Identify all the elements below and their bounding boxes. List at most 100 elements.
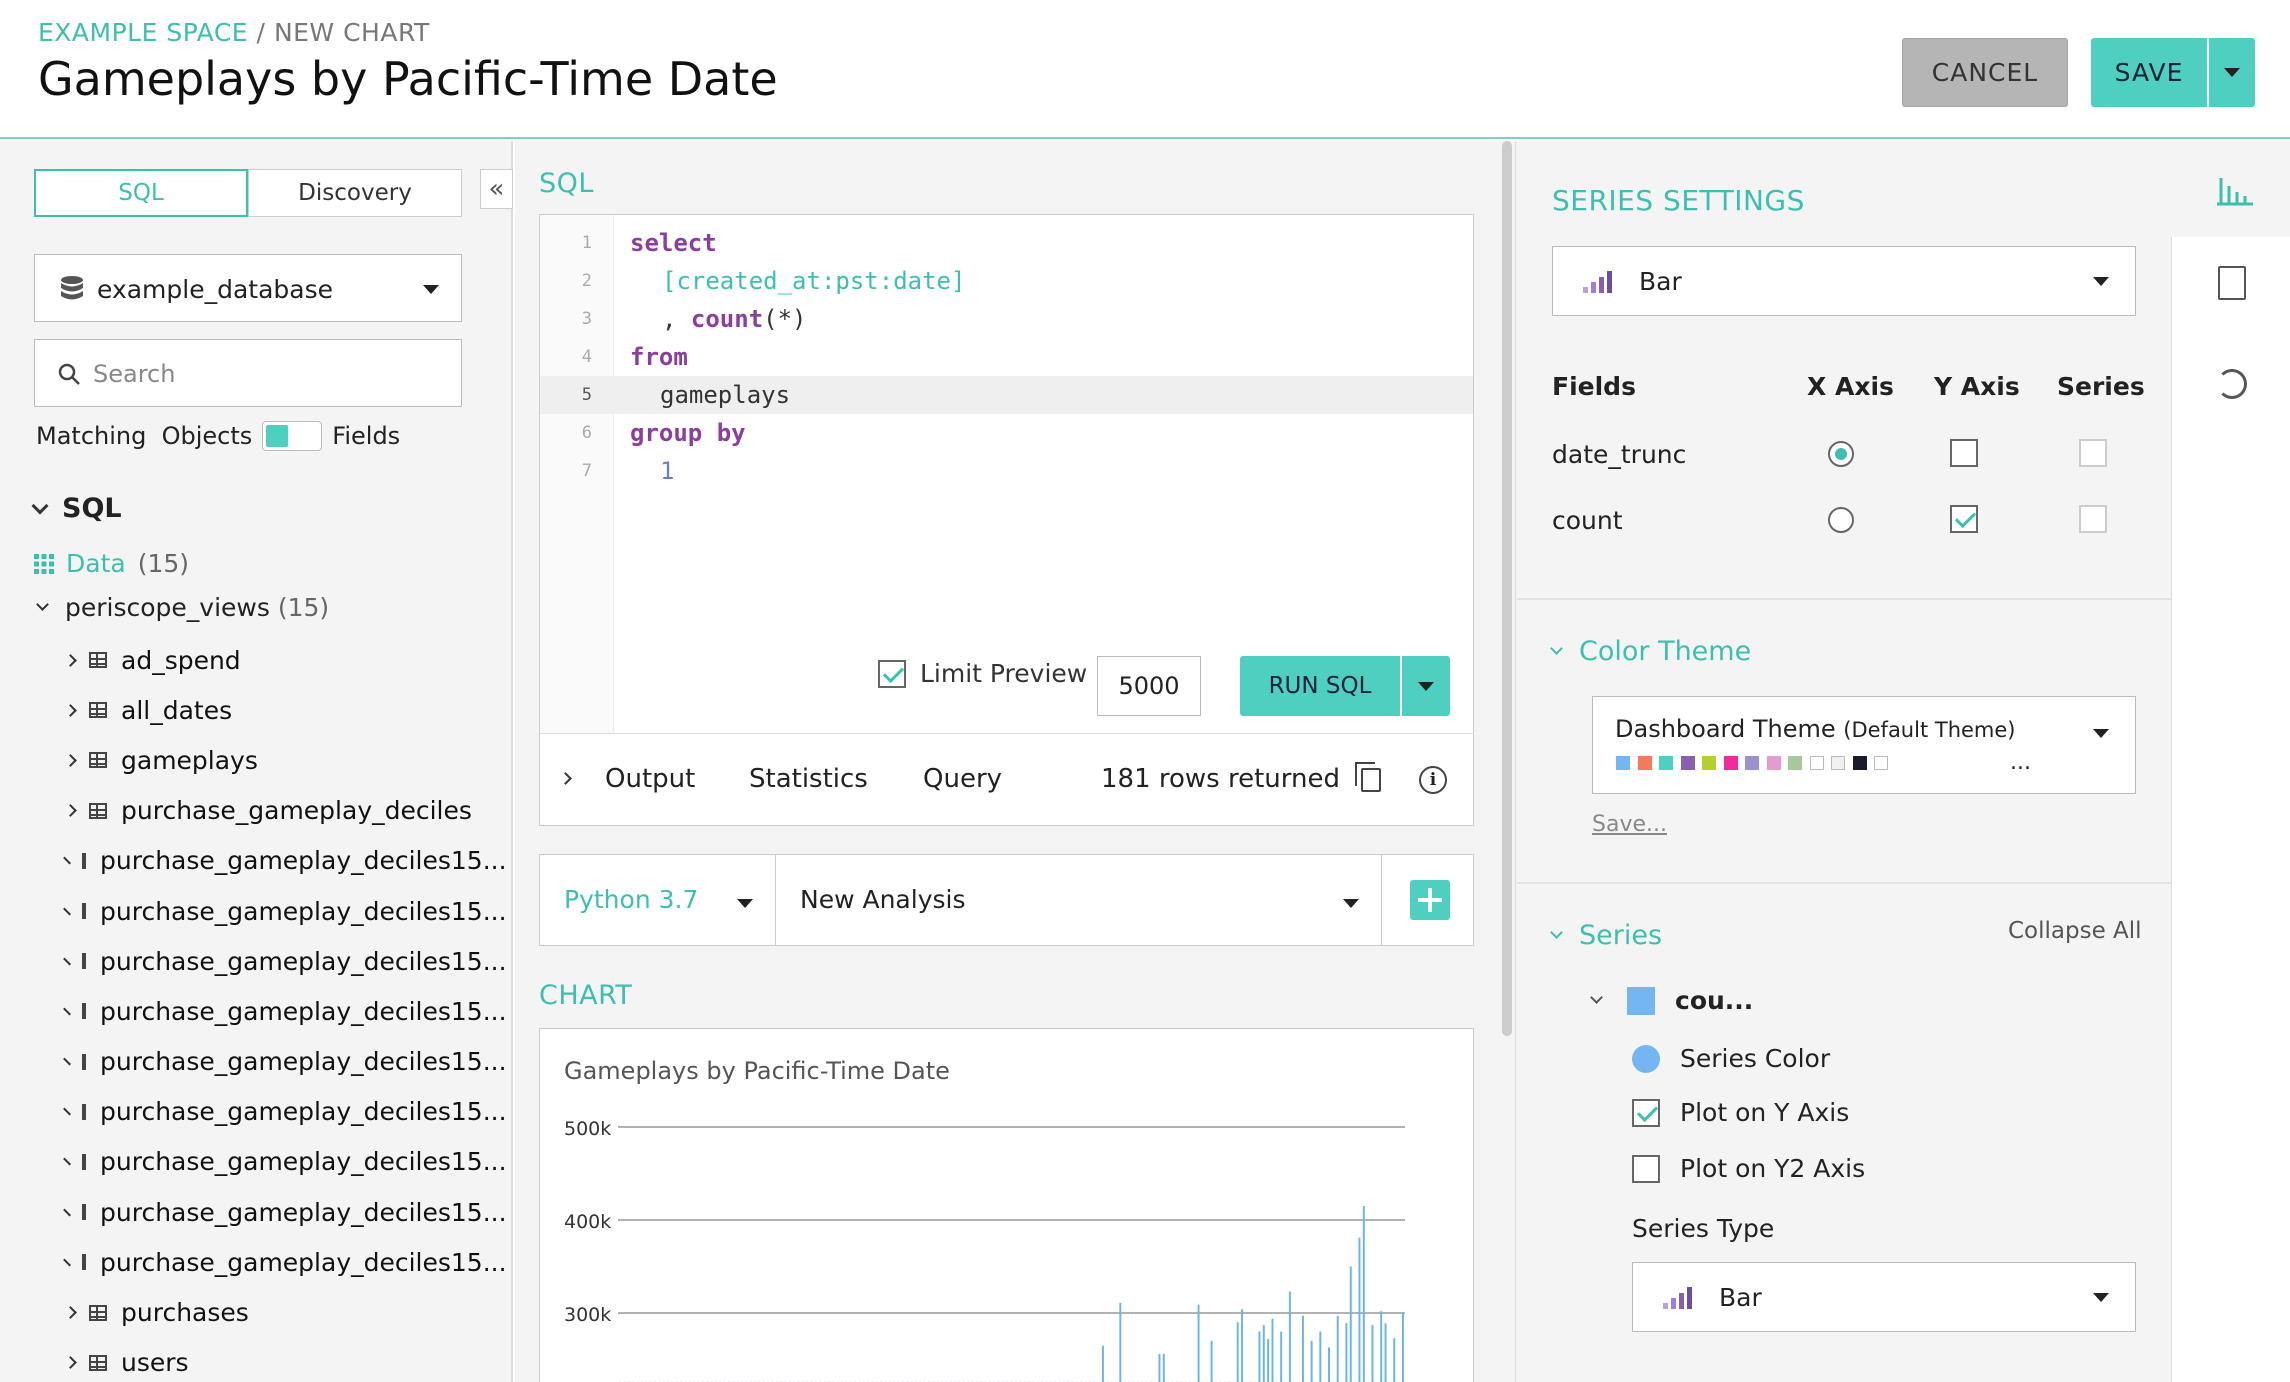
schema-search-box[interactable] <box>34 339 462 407</box>
limit-preview-toggle[interactable]: Limit Preview <box>878 659 1087 688</box>
chart-bar[interactable] <box>1288 1291 1291 1382</box>
chart-bar[interactable] <box>1358 1237 1361 1382</box>
table-item[interactable]: all_dates <box>64 685 506 735</box>
info-icon[interactable]: i <box>1419 766 1447 794</box>
table-item[interactable]: purchase_gameplay_deciles <box>64 786 506 836</box>
x-axis-radio[interactable] <box>1828 507 1854 533</box>
table-item[interactable]: purchase_gameplay_deciles15... <box>63 1237 507 1287</box>
chart-bar[interactable] <box>1280 1331 1283 1382</box>
tab-discovery[interactable]: Discovery <box>248 169 462 217</box>
tab-statistics[interactable]: Statistics <box>749 764 868 794</box>
chart-bar[interactable] <box>1267 1339 1270 1382</box>
table-item[interactable]: purchase_gameplay_deciles15... <box>63 836 507 886</box>
code-line[interactable]: 2 [created_at:pst:date] <box>540 262 1473 300</box>
plot-y2-axis-checkbox[interactable] <box>1632 1154 1660 1183</box>
table-item[interactable]: purchase_gameplay_deciles15... <box>63 886 507 936</box>
chart-bar[interactable] <box>1119 1302 1122 1382</box>
series-color-row[interactable]: Series Color <box>1632 1044 1830 1073</box>
chart-bar[interactable] <box>1236 1322 1239 1382</box>
tree-sql-header[interactable]: SQL <box>31 493 122 524</box>
history-icon[interactable] <box>2217 369 2247 399</box>
chart-bar[interactable] <box>1158 1353 1161 1382</box>
tab-sql[interactable]: SQL <box>34 169 248 217</box>
series-item-count[interactable]: cou... <box>1590 986 1753 1015</box>
chart-settings-icon[interactable] <box>2215 170 2255 206</box>
code-line-active[interactable]: 5 gameplays <box>540 376 1473 414</box>
code-line[interactable]: 7 1 <box>540 452 1473 490</box>
chart-bar[interactable] <box>1310 1340 1313 1382</box>
code-line[interactable]: 4 from <box>540 338 1473 376</box>
chart-bar[interactable] <box>1336 1315 1339 1382</box>
tab-output[interactable]: Output <box>605 764 696 794</box>
chart-bar[interactable] <box>1197 1304 1200 1382</box>
series-checkbox[interactable] <box>2079 505 2107 533</box>
series-type-select[interactable]: Bar <box>1632 1262 2136 1332</box>
chart-bar[interactable] <box>1241 1309 1244 1382</box>
table-item[interactable]: users <box>64 1338 506 1382</box>
code-line[interactable]: 3 , count(*) <box>540 300 1473 338</box>
chevron-right-icon[interactable] <box>559 772 572 785</box>
series-checkbox[interactable] <box>2079 439 2107 467</box>
chart-bar[interactable] <box>1271 1318 1274 1382</box>
x-axis-radio[interactable] <box>1828 441 1854 467</box>
code-line[interactable]: 6 group by <box>540 414 1473 452</box>
code-line[interactable]: 1 select <box>540 224 1473 262</box>
chart-bar[interactable] <box>1345 1323 1348 1382</box>
chart-bar[interactable] <box>1393 1338 1396 1382</box>
search-input[interactable] <box>93 354 443 394</box>
save-button[interactable]: SAVE <box>2091 38 2207 107</box>
chart-bar[interactable] <box>1349 1266 1352 1382</box>
save-theme-link[interactable]: Save... <box>1592 812 1667 837</box>
copy-icon[interactable] <box>1355 762 1381 792</box>
sql-editor[interactable]: 1 select 2 [created_at:pst:date] 3 , cou… <box>539 214 1474 826</box>
table-item[interactable]: purchase_gameplay_deciles15... <box>63 1037 507 1087</box>
chart-bar[interactable] <box>1301 1315 1304 1382</box>
run-sql-button[interactable]: RUN SQL <box>1240 656 1400 716</box>
table-item[interactable]: purchase_gameplay_deciles15... <box>63 986 507 1036</box>
series-header[interactable]: Series <box>1550 920 1662 951</box>
collapse-panel-button[interactable]: « <box>480 169 513 209</box>
tab-query[interactable]: Query <box>923 764 1003 794</box>
chart-bar[interactable] <box>1319 1331 1322 1382</box>
collapse-all-link[interactable]: Collapse All <box>2008 918 2142 944</box>
editor-panel-scrollbar[interactable] <box>1499 141 1515 1382</box>
chart-bar[interactable] <box>1210 1340 1213 1382</box>
plot-y2-axis-row[interactable]: Plot on Y2 Axis <box>1632 1154 1865 1183</box>
table-item[interactable]: purchase_gameplay_deciles15... <box>63 1137 507 1187</box>
color-theme-header[interactable]: Color Theme <box>1550 636 1751 667</box>
save-options-dropdown[interactable] <box>2209 38 2255 107</box>
table-item[interactable]: purchase_gameplay_deciles15... <box>63 1187 507 1237</box>
chart-bar[interactable] <box>1162 1353 1165 1382</box>
python-version-select[interactable]: Python 3.7 <box>540 855 776 945</box>
table-item[interactable]: ad_spend <box>64 635 506 685</box>
y-axis-checkbox[interactable] <box>1950 505 1978 533</box>
chart-bar[interactable] <box>1262 1325 1265 1382</box>
chart-bar[interactable] <box>1384 1323 1387 1382</box>
format-settings-icon[interactable] <box>2218 266 2246 300</box>
chart-bar[interactable] <box>1362 1206 1365 1382</box>
objects-fields-toggle[interactable] <box>262 421 323 451</box>
plot-y-axis-row[interactable]: Plot on Y Axis <box>1632 1098 1849 1127</box>
chart-bar[interactable] <box>1371 1325 1374 1382</box>
chart-bar[interactable] <box>1380 1311 1383 1382</box>
y-axis-checkbox[interactable] <box>1950 439 1978 467</box>
table-item[interactable]: gameplays <box>64 735 506 785</box>
series-color-circle[interactable] <box>1632 1044 1660 1073</box>
chart-preview[interactable]: Gameplays by Pacific-Time Date 500k 400k 3… <box>539 1028 1474 1382</box>
run-sql-options-dropdown[interactable] <box>1402 656 1450 716</box>
scrollbar-thumb[interactable] <box>1502 141 1512 1036</box>
page-title[interactable]: Gameplays by Pacific-Time Date <box>38 52 778 106</box>
database-select[interactable]: example_database <box>34 254 462 322</box>
table-item[interactable]: purchase_gameplay_deciles15... <box>63 1087 507 1137</box>
chart-bar[interactable] <box>1401 1313 1404 1382</box>
analysis-select[interactable]: New Analysis <box>776 855 1382 945</box>
chart-bar[interactable] <box>1101 1345 1104 1382</box>
tree-data-item[interactable]: Data (15) <box>34 549 189 578</box>
chart-bar[interactable] <box>1328 1347 1330 1382</box>
chart-bar[interactable] <box>1258 1331 1261 1382</box>
table-item[interactable]: purchase_gameplay_deciles15... <box>63 936 507 986</box>
plot-y-axis-checkbox[interactable] <box>1632 1098 1660 1127</box>
tree-views-item[interactable]: periscope_views (15) <box>36 593 329 622</box>
color-theme-select[interactable]: Dashboard Theme (Default Theme) <box>1592 696 2136 794</box>
limit-preview-checkbox[interactable] <box>878 659 906 688</box>
